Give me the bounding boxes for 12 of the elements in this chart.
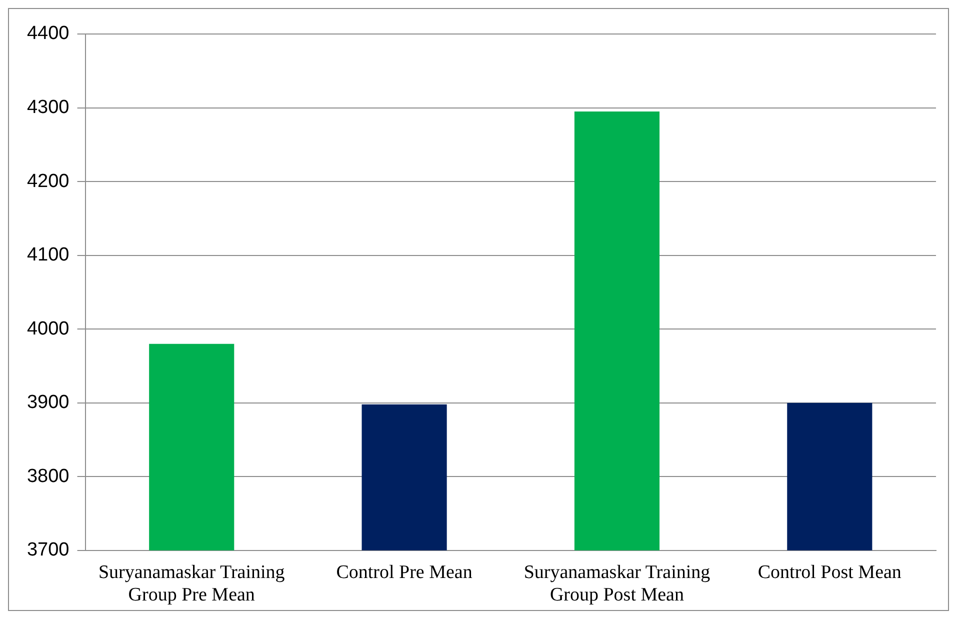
x-tick-label: Control Pre Mean [336,562,473,583]
x-tick-label: Suryanamaskar Training Group Pre Mean [98,562,286,606]
y-tick-label: 4100 [26,244,70,266]
y-tick-label: 4300 [26,97,70,118]
y-tick-label: 3700 [26,540,70,561]
x-tick-label: Suryanamaskar Training Group Post Mean [524,562,711,606]
x-tick-label: Control Post Mean [758,562,902,583]
y-tick-label: 4000 [26,318,70,340]
y-tick-label: 4200 [26,170,70,192]
y-tick-label: 3900 [26,392,70,414]
y-tick-label: 4400 [26,23,70,44]
y-tick-label: 3800 [26,466,70,487]
